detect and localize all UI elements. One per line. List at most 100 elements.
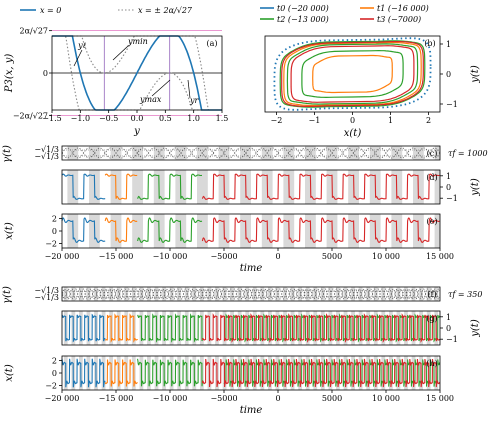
series-line-x: [104, 217, 138, 243]
shaded-interval: [207, 287, 212, 301]
annotation-arrow: [73, 49, 83, 67]
shaded-interval: [252, 287, 257, 301]
shaded-interval: [237, 287, 242, 301]
shaded-interval: [139, 287, 144, 301]
shaded-interval: [109, 287, 114, 301]
tau-label: τf = 1000: [448, 149, 488, 158]
shaded-interval: [169, 287, 174, 301]
y-axis-label: γ(t): [2, 145, 13, 163]
shaded-interval: [305, 287, 310, 301]
legend-label-a0: x = 0: [40, 6, 61, 15]
shaded-interval: [275, 287, 280, 301]
x-tick-label: 0.5: [159, 114, 172, 123]
shaded-interval: [184, 287, 189, 301]
y-axis-label: y(t): [470, 319, 481, 338]
shaded-interval: [124, 287, 129, 301]
x-axis-label: time: [240, 263, 263, 274]
legend-label-a1: x = ± 2α/√27: [138, 6, 193, 15]
panel-label: (c): [427, 149, 438, 158]
shaded-interval: [283, 146, 295, 160]
y-tick-label: 2α/√27: [20, 27, 48, 36]
y-tick-label: 2: [52, 356, 57, 365]
shaded-interval: [268, 287, 272, 301]
shaded-interval: [290, 287, 295, 301]
y-tick-label: 0: [446, 70, 451, 79]
shaded-interval: [192, 287, 197, 301]
shaded-interval: [391, 146, 403, 160]
shaded-interval: [89, 146, 100, 160]
x-tick-label: 15 000: [426, 394, 454, 403]
x-tick-label: 5000: [322, 394, 342, 403]
shaded-interval: [79, 287, 83, 301]
y-tick-label: 1: [446, 313, 451, 322]
shaded-interval: [283, 287, 287, 301]
shaded-interval: [328, 287, 333, 301]
shaded-interval: [86, 287, 91, 301]
shaded-interval: [132, 170, 143, 204]
x-tick-label: −5000: [210, 252, 237, 261]
axes-frame: [61, 286, 441, 302]
shaded-interval: [116, 287, 121, 301]
series-line-x0: [52, 35, 222, 111]
y-axis-label: x(t): [4, 364, 15, 382]
series-line-x: [61, 217, 106, 243]
legend-label-b3: t3 (−7000): [377, 15, 421, 24]
x-tick-label: 0: [275, 394, 280, 403]
series-line-y: [61, 313, 106, 343]
shaded-interval: [94, 287, 98, 301]
shaded-interval: [101, 287, 106, 301]
shaded-interval: [147, 287, 151, 301]
series-line-y: [104, 313, 138, 343]
shaded-interval: [153, 146, 165, 160]
trajectory: [301, 49, 404, 99]
panels-f-h: −√1/3−√1/3 γ(t) (f) τf = 350 1 0 −1 y(t) (g) 2 0 −2…: [2, 286, 482, 416]
series-line-y: [137, 173, 202, 200]
x-tick-label: 1: [388, 116, 393, 125]
annotation-ymax: ymax: [139, 95, 162, 104]
y-tick-label: −1: [446, 335, 458, 344]
annotation-arrow: [112, 45, 129, 61]
x-axis-label: y: [133, 126, 140, 137]
y-tick-label: 2: [52, 214, 57, 223]
x-tick-label: −10 000: [153, 394, 188, 403]
y-tick-label: 1: [446, 172, 451, 181]
shaded-interval: [132, 214, 143, 248]
y-axis-label: y(t): [470, 65, 481, 84]
y-tick-label: 0: [52, 369, 57, 378]
panel-label: (g): [426, 314, 437, 323]
shaded-interval: [177, 287, 182, 301]
x-tick-label: 2: [426, 116, 431, 125]
legend-label-b0: t0 (−20 000): [277, 4, 329, 13]
x-tick-label: −20 000: [45, 394, 80, 403]
shaded-interval: [230, 287, 234, 301]
series-line-x: [137, 217, 203, 243]
shaded-interval: [343, 287, 348, 301]
shaded-interval: [215, 287, 219, 301]
trajectory: [286, 43, 419, 105]
shaded-interval: [381, 287, 386, 301]
x-tick-label: 15 000: [426, 252, 454, 261]
x-tick-label: −10 000: [153, 252, 188, 261]
shaded-interval: [434, 287, 439, 301]
x-tick-label: −20 000: [45, 252, 80, 261]
shaded-interval: [197, 214, 208, 248]
y-tick-label: −√1/3: [34, 152, 59, 161]
x-tick-label: 0.0: [131, 114, 144, 123]
gamma-line: [61, 288, 441, 300]
x-tick-label: −15 000: [99, 394, 134, 403]
shaded-interval: [162, 287, 166, 301]
y-axis-label: P3(x, y): [4, 54, 15, 94]
shaded-interval: [404, 287, 408, 301]
x-tick-label: 0: [275, 252, 280, 261]
x-tick-label: 10 000: [372, 252, 400, 261]
gamma-line: [61, 288, 441, 300]
y-tick-label: −√1/3: [34, 286, 59, 295]
annotation-arrow: [151, 79, 171, 97]
shaded-interval: [320, 287, 325, 301]
shaded-interval: [305, 146, 316, 160]
trajectory: [273, 37, 432, 111]
y-tick-label: 1: [446, 40, 451, 49]
panel-label: (e): [427, 217, 438, 226]
series-line-x: [104, 359, 138, 387]
